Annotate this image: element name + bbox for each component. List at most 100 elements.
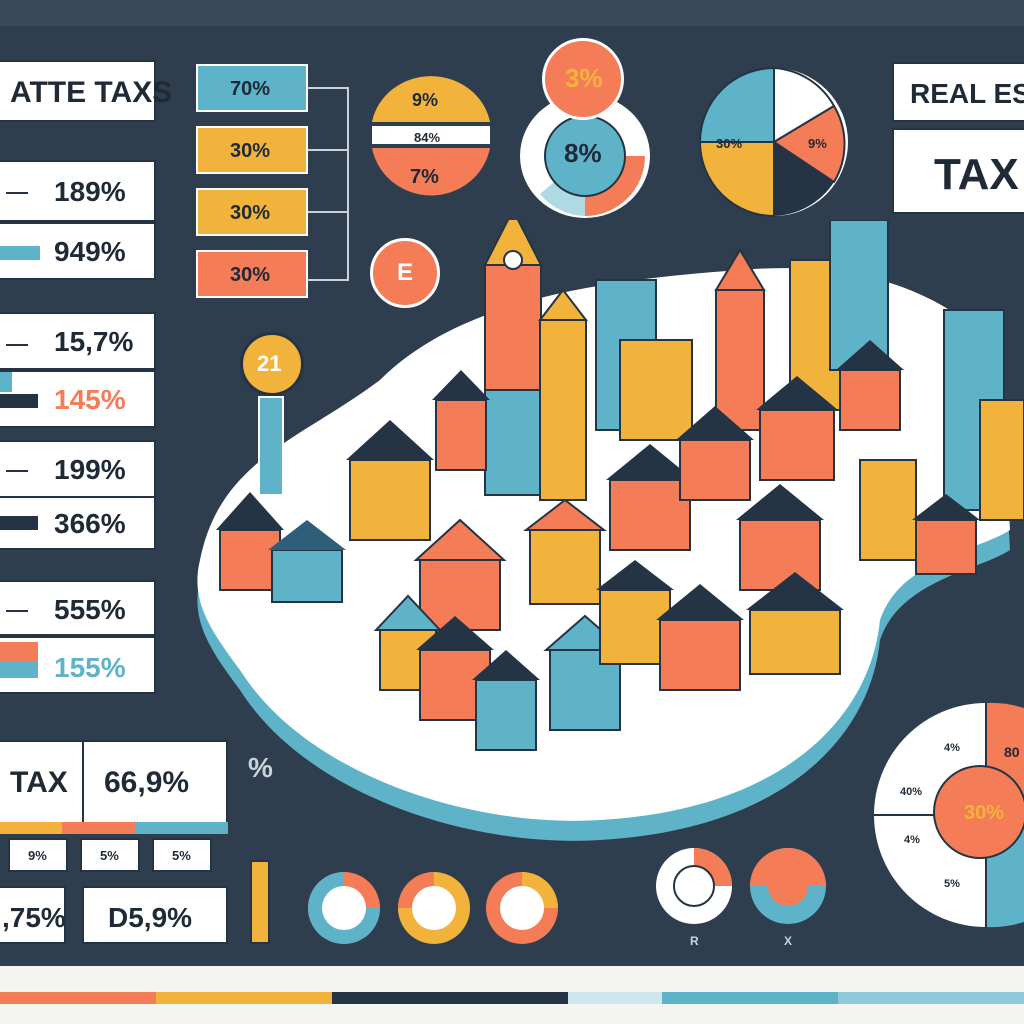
rate-1-bottom-value: 949% <box>54 236 126 267</box>
building-blue-tower <box>829 220 889 371</box>
left-title: ATTE TAXS <box>10 76 173 109</box>
tag-connector <box>308 87 349 281</box>
tax-label: TAX <box>10 766 68 799</box>
half-bottom-label: 7% <box>410 166 439 188</box>
right-subtitle-box: TAX <box>892 128 1024 214</box>
rate-2-top-value: 15,7% <box>54 326 134 357</box>
donut-center-label: 8% <box>564 138 602 168</box>
mini-box-1: 9% <box>8 838 68 872</box>
half-circle-chart <box>372 76 490 196</box>
building-orange-tall <box>715 289 765 431</box>
strip-seg-4 <box>246 992 332 1004</box>
big-pie-label-4: 5% <box>944 878 960 890</box>
big-pie-label-3: 4% <box>904 834 920 846</box>
rate-4-top-value: 555% <box>54 594 126 625</box>
strip-seg-7 <box>662 992 838 1004</box>
rate-row-4-bottom: 155% <box>0 636 156 694</box>
rate-2-bottom-value: 145% <box>54 384 126 415</box>
bottom-value-1: ,75% <box>2 902 66 933</box>
coin-pillar <box>258 396 284 496</box>
bottom-value-box-2: D5,9% <box>82 886 228 944</box>
top-pie <box>698 66 848 218</box>
percent-sign-icon: % <box>248 752 273 783</box>
rate-row-2-top: 15,7% <box>0 312 156 370</box>
half-circle-band <box>372 126 490 144</box>
building-yellow-mid <box>619 339 693 441</box>
strip-seg-3 <box>156 992 246 1004</box>
half-top-label: 9% <box>412 90 439 110</box>
top-band <box>0 0 1024 26</box>
big-pie-label-1: 4% <box>944 742 960 754</box>
small-top-circle: 3% <box>542 38 624 120</box>
coin-label: 21 <box>257 351 282 376</box>
mini-label-1: 9% <box>28 848 47 863</box>
mini-donut-2 <box>398 872 470 944</box>
tag-2: 30% <box>196 126 308 174</box>
tax-value: 66,9% <box>104 766 190 799</box>
rate-1-top-value: 189% <box>54 176 126 207</box>
mini-donut-1 <box>308 872 380 944</box>
mini-donut-3 <box>486 872 558 944</box>
left-title-box: ATTE TAXS <box>0 60 172 122</box>
right-subtitle: TAX <box>934 150 1019 199</box>
strip-seg-8 <box>838 992 1024 1004</box>
tag-4-label: 30% <box>230 264 271 286</box>
tag-3: 30% <box>196 188 308 236</box>
tax-bar-orange <box>62 822 136 834</box>
bottom-letter-r: R <box>690 934 699 948</box>
building-yellow-right <box>979 399 1024 521</box>
rate-row-2-bottom: 145% <box>0 370 156 428</box>
tag-1-label: 70% <box>230 78 271 100</box>
half-mid-label: 84% <box>414 130 441 145</box>
small-top-label: 3% <box>565 63 603 93</box>
strip-seg-6 <box>568 992 662 1004</box>
building-tower <box>483 220 543 496</box>
e-label: E <box>397 259 414 286</box>
house-group <box>216 340 980 751</box>
mini-box-2: 5% <box>80 838 140 872</box>
rate-3-top-value: 199% <box>54 454 126 485</box>
tax-value-box: 66,9% <box>82 740 228 824</box>
mini-box-3: 5% <box>152 838 212 872</box>
rate-row-4-top: 555% <box>0 580 156 636</box>
rate-row-3-bottom: 366% <box>0 496 156 550</box>
pie-left-label: 30% <box>716 136 743 151</box>
bottom-value-2: D5,9% <box>108 902 193 933</box>
mini-label-2: 5% <box>100 848 119 863</box>
right-title: REAL EST <box>910 78 1024 109</box>
city-island <box>197 220 1024 841</box>
coin: 21 <box>240 332 304 396</box>
half-circle-bottom <box>372 148 490 196</box>
big-pie-right-label: 80 <box>1004 744 1020 760</box>
tag-3-label: 30% <box>230 202 271 224</box>
big-pie <box>874 702 1024 928</box>
mini-label-3: 5% <box>172 848 191 863</box>
right-title-box: REAL EST <box>892 62 1024 122</box>
tax-label-box: TAX <box>0 740 84 824</box>
bottom-value-box-1: ,75% <box>0 886 66 944</box>
tag-4: 30% <box>196 250 308 298</box>
donut-ring <box>540 115 645 216</box>
bar-pillar <box>250 860 270 944</box>
tax-bar-blue <box>136 822 228 834</box>
rate-row-3-top: 199% <box>0 440 156 498</box>
mini-donut-4 <box>656 848 732 924</box>
rate-row-1-bottom: 949% <box>0 222 156 280</box>
strip-seg-5 <box>332 992 568 1004</box>
e-circle: E <box>370 238 440 308</box>
big-pie-center-label: 30% <box>964 802 1005 824</box>
tag-1: 70% <box>196 64 308 112</box>
rate-3-bottom-value: 366% <box>54 508 126 539</box>
pie-right-label: 9% <box>808 136 827 151</box>
strip-seg-2 <box>66 992 156 1004</box>
building-yellow-tall <box>539 319 587 501</box>
mini-donut-5 <box>750 848 826 924</box>
rate-row-1-top: 189% <box>0 160 156 222</box>
rate-4-bottom-value: 155% <box>54 652 126 683</box>
bottom-letter-x: X <box>784 934 793 948</box>
strip-seg-1 <box>0 992 66 1004</box>
half-circle-top <box>372 76 490 122</box>
tag-2-label: 30% <box>230 140 271 162</box>
tax-bar-yellow <box>0 822 62 834</box>
big-pie-label-2: 40% <box>900 786 923 798</box>
